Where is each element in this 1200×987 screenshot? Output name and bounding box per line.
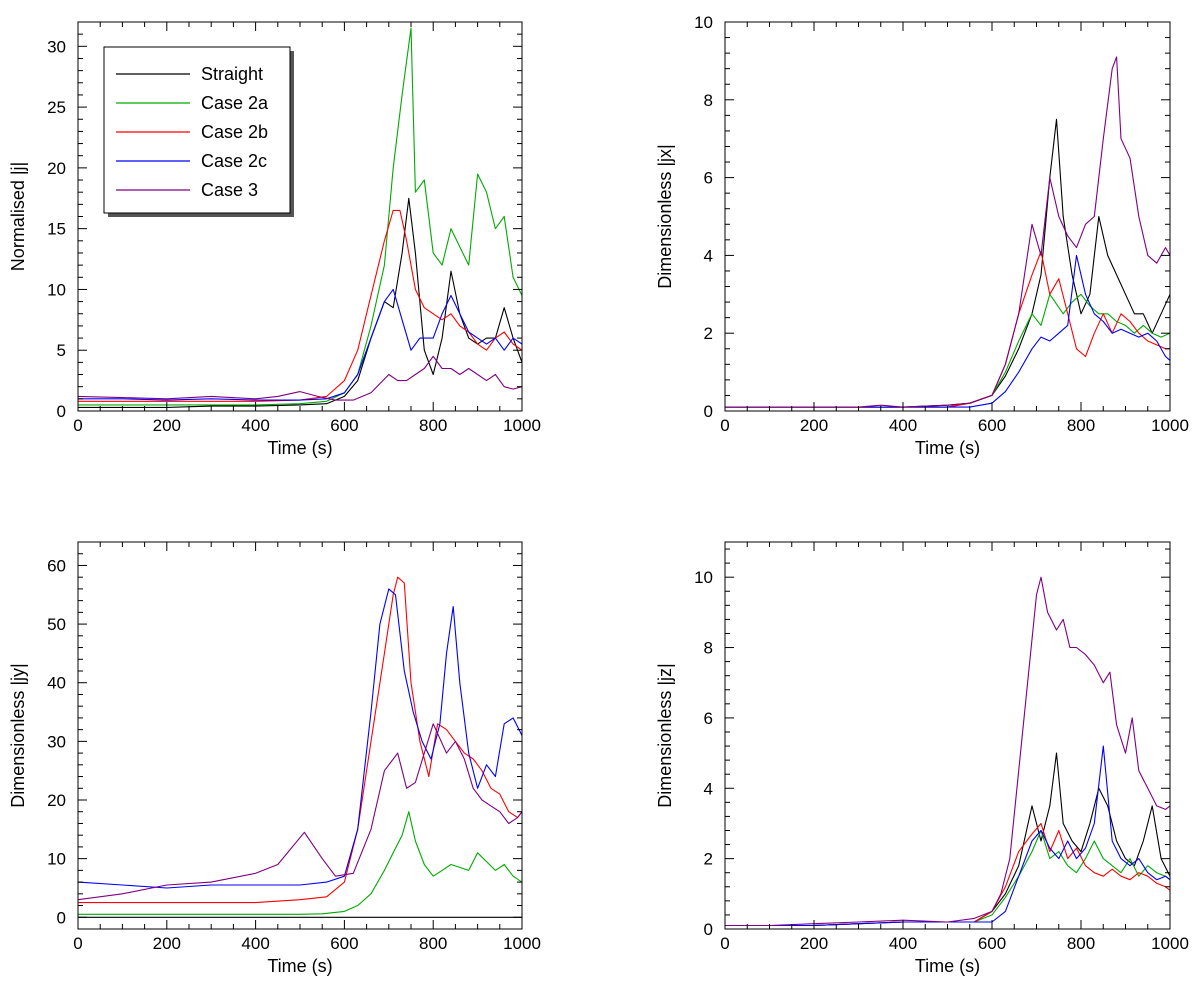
plot-frame: [77, 541, 523, 930]
x-tick-label: 0: [73, 416, 82, 435]
x-tick-label: 200: [800, 416, 828, 435]
series-line-case-2a: [725, 293, 1170, 408]
legend-label-case-3: Case 3: [201, 180, 258, 200]
y-tick-label: 2: [704, 324, 713, 343]
legend-label-case-2c: Case 2c: [201, 151, 267, 171]
x-axis-label: Time (s): [267, 438, 332, 458]
x-axis-label: Time (s): [267, 956, 332, 976]
x-tick-label: 1000: [503, 934, 541, 953]
plot-frame: [724, 21, 1171, 412]
y-tick-label: 15: [47, 220, 66, 239]
x-tick-label: 800: [419, 416, 447, 435]
x-tick-label: 800: [419, 934, 447, 953]
series-lines: [78, 27, 522, 408]
y-tick-label: 8: [704, 639, 713, 658]
x-tick-label: 200: [153, 934, 181, 953]
y-tick-label: 25: [47, 98, 66, 117]
series-line-case-2c: [725, 745, 1170, 927]
x-tick-label: 600: [978, 934, 1006, 953]
x-tick-label: 800: [1067, 934, 1095, 953]
series-lines: [725, 576, 1170, 927]
x-tick-label: 600: [330, 416, 358, 435]
legend-label-case-2a: Case 2a: [201, 93, 269, 113]
y-axis-label: Dimensionless |jx|: [655, 144, 675, 288]
y-axis-label: Dimensionless |jy|: [8, 663, 28, 807]
series-line-case-3: [725, 576, 1170, 927]
x-tick-label: 600: [978, 416, 1006, 435]
y-axis-label: Dimensionless |jz|: [655, 663, 675, 807]
y-tick-label: 5: [57, 341, 66, 360]
y-tick-label: 20: [47, 791, 66, 810]
series-line-case-2b: [725, 822, 1170, 927]
series-line-case-3: [78, 723, 522, 901]
y-tick-label: 10: [694, 13, 713, 32]
x-tick-label: 0: [720, 416, 729, 435]
series-lines: [725, 56, 1170, 408]
x-tick-label: 400: [889, 934, 917, 953]
series-line-case-2a: [78, 27, 522, 406]
panel-jx: 0 200 400 600 800 1000 0 2 4 6 8 10 Time (s) Dimensio…: [655, 13, 1189, 458]
y-tick-label: 10: [47, 280, 66, 299]
plot-frame: [724, 541, 1171, 930]
panel-j-magnitude: 0 200 400 600 800 1000 0 5 10 15 20 25 30 Time (s) Nor…: [8, 21, 541, 458]
y-tick-label: 6: [704, 709, 713, 728]
y-tick-label: 0: [704, 920, 713, 939]
panel-jz: 0 200 400 600 800 1000 0 2 4 6 8 10 Time (s) Dimensio…: [655, 541, 1189, 976]
x-axis-label: Time (s): [915, 438, 980, 458]
panel-jy: 0 200 400 600 800 1000 0 10 20 30 40 50 60 Time (s) Di…: [8, 541, 541, 976]
series-line-case-2a: [725, 829, 1170, 927]
y-tick-label: 0: [57, 402, 66, 421]
x-tick-label: 0: [720, 934, 729, 953]
y-tick-label: 10: [47, 850, 66, 869]
legend-label-case-2b: Case 2b: [201, 122, 268, 142]
x-tick-label: 1000: [503, 416, 541, 435]
x-tick-label: 400: [241, 934, 269, 953]
series-line-straight: [78, 197, 522, 408]
series-line-case-2c: [78, 588, 522, 889]
series-line-case-2b: [725, 250, 1170, 408]
x-tick-label: 200: [800, 934, 828, 953]
y-tick-label: 6: [704, 169, 713, 188]
y-tick-label: 40: [47, 674, 66, 693]
y-tick-label: 10: [694, 568, 713, 587]
series-line-case-2c: [725, 254, 1170, 408]
x-tick-label: 400: [889, 416, 917, 435]
legend: Straight Case 2a Case 2b Case 2c Case 3: [103, 46, 294, 217]
y-tick-label: 0: [704, 402, 713, 421]
series-line-case-2a: [78, 811, 522, 915]
series-line-straight: [725, 118, 1170, 408]
legend-box: [103, 46, 291, 214]
series-line-straight: [725, 752, 1170, 927]
y-axis-label: Normalised |j|: [8, 162, 28, 271]
y-tick-label: 50: [47, 615, 66, 634]
x-tick-label: 600: [330, 934, 358, 953]
y-tick-label: 30: [47, 37, 66, 56]
x-tick-label: 1000: [1151, 934, 1189, 953]
series-line-case-2b: [78, 209, 522, 402]
y-tick-label: 4: [704, 246, 713, 265]
y-tick-label: 8: [704, 91, 713, 110]
y-tick-label: 20: [47, 159, 66, 178]
x-axis-label: Time (s): [915, 956, 980, 976]
series-lines: [78, 576, 522, 918]
x-tick-label: 800: [1067, 416, 1095, 435]
y-tick-label: 30: [47, 732, 66, 751]
y-tick-label: 0: [57, 908, 66, 927]
legend-label-straight: Straight: [201, 64, 263, 84]
series-line-case-2c: [78, 288, 522, 401]
x-tick-label: 1000: [1151, 416, 1189, 435]
x-tick-label: 400: [241, 416, 269, 435]
y-tick-label: 60: [47, 556, 66, 575]
x-tick-label: 0: [73, 934, 82, 953]
series-line-case-3: [78, 355, 522, 401]
y-tick-label: 2: [704, 850, 713, 869]
series-line-case-3: [725, 56, 1170, 408]
y-tick-label: 4: [704, 779, 713, 798]
x-tick-label: 200: [153, 416, 181, 435]
series-line-case-2b: [78, 576, 522, 904]
